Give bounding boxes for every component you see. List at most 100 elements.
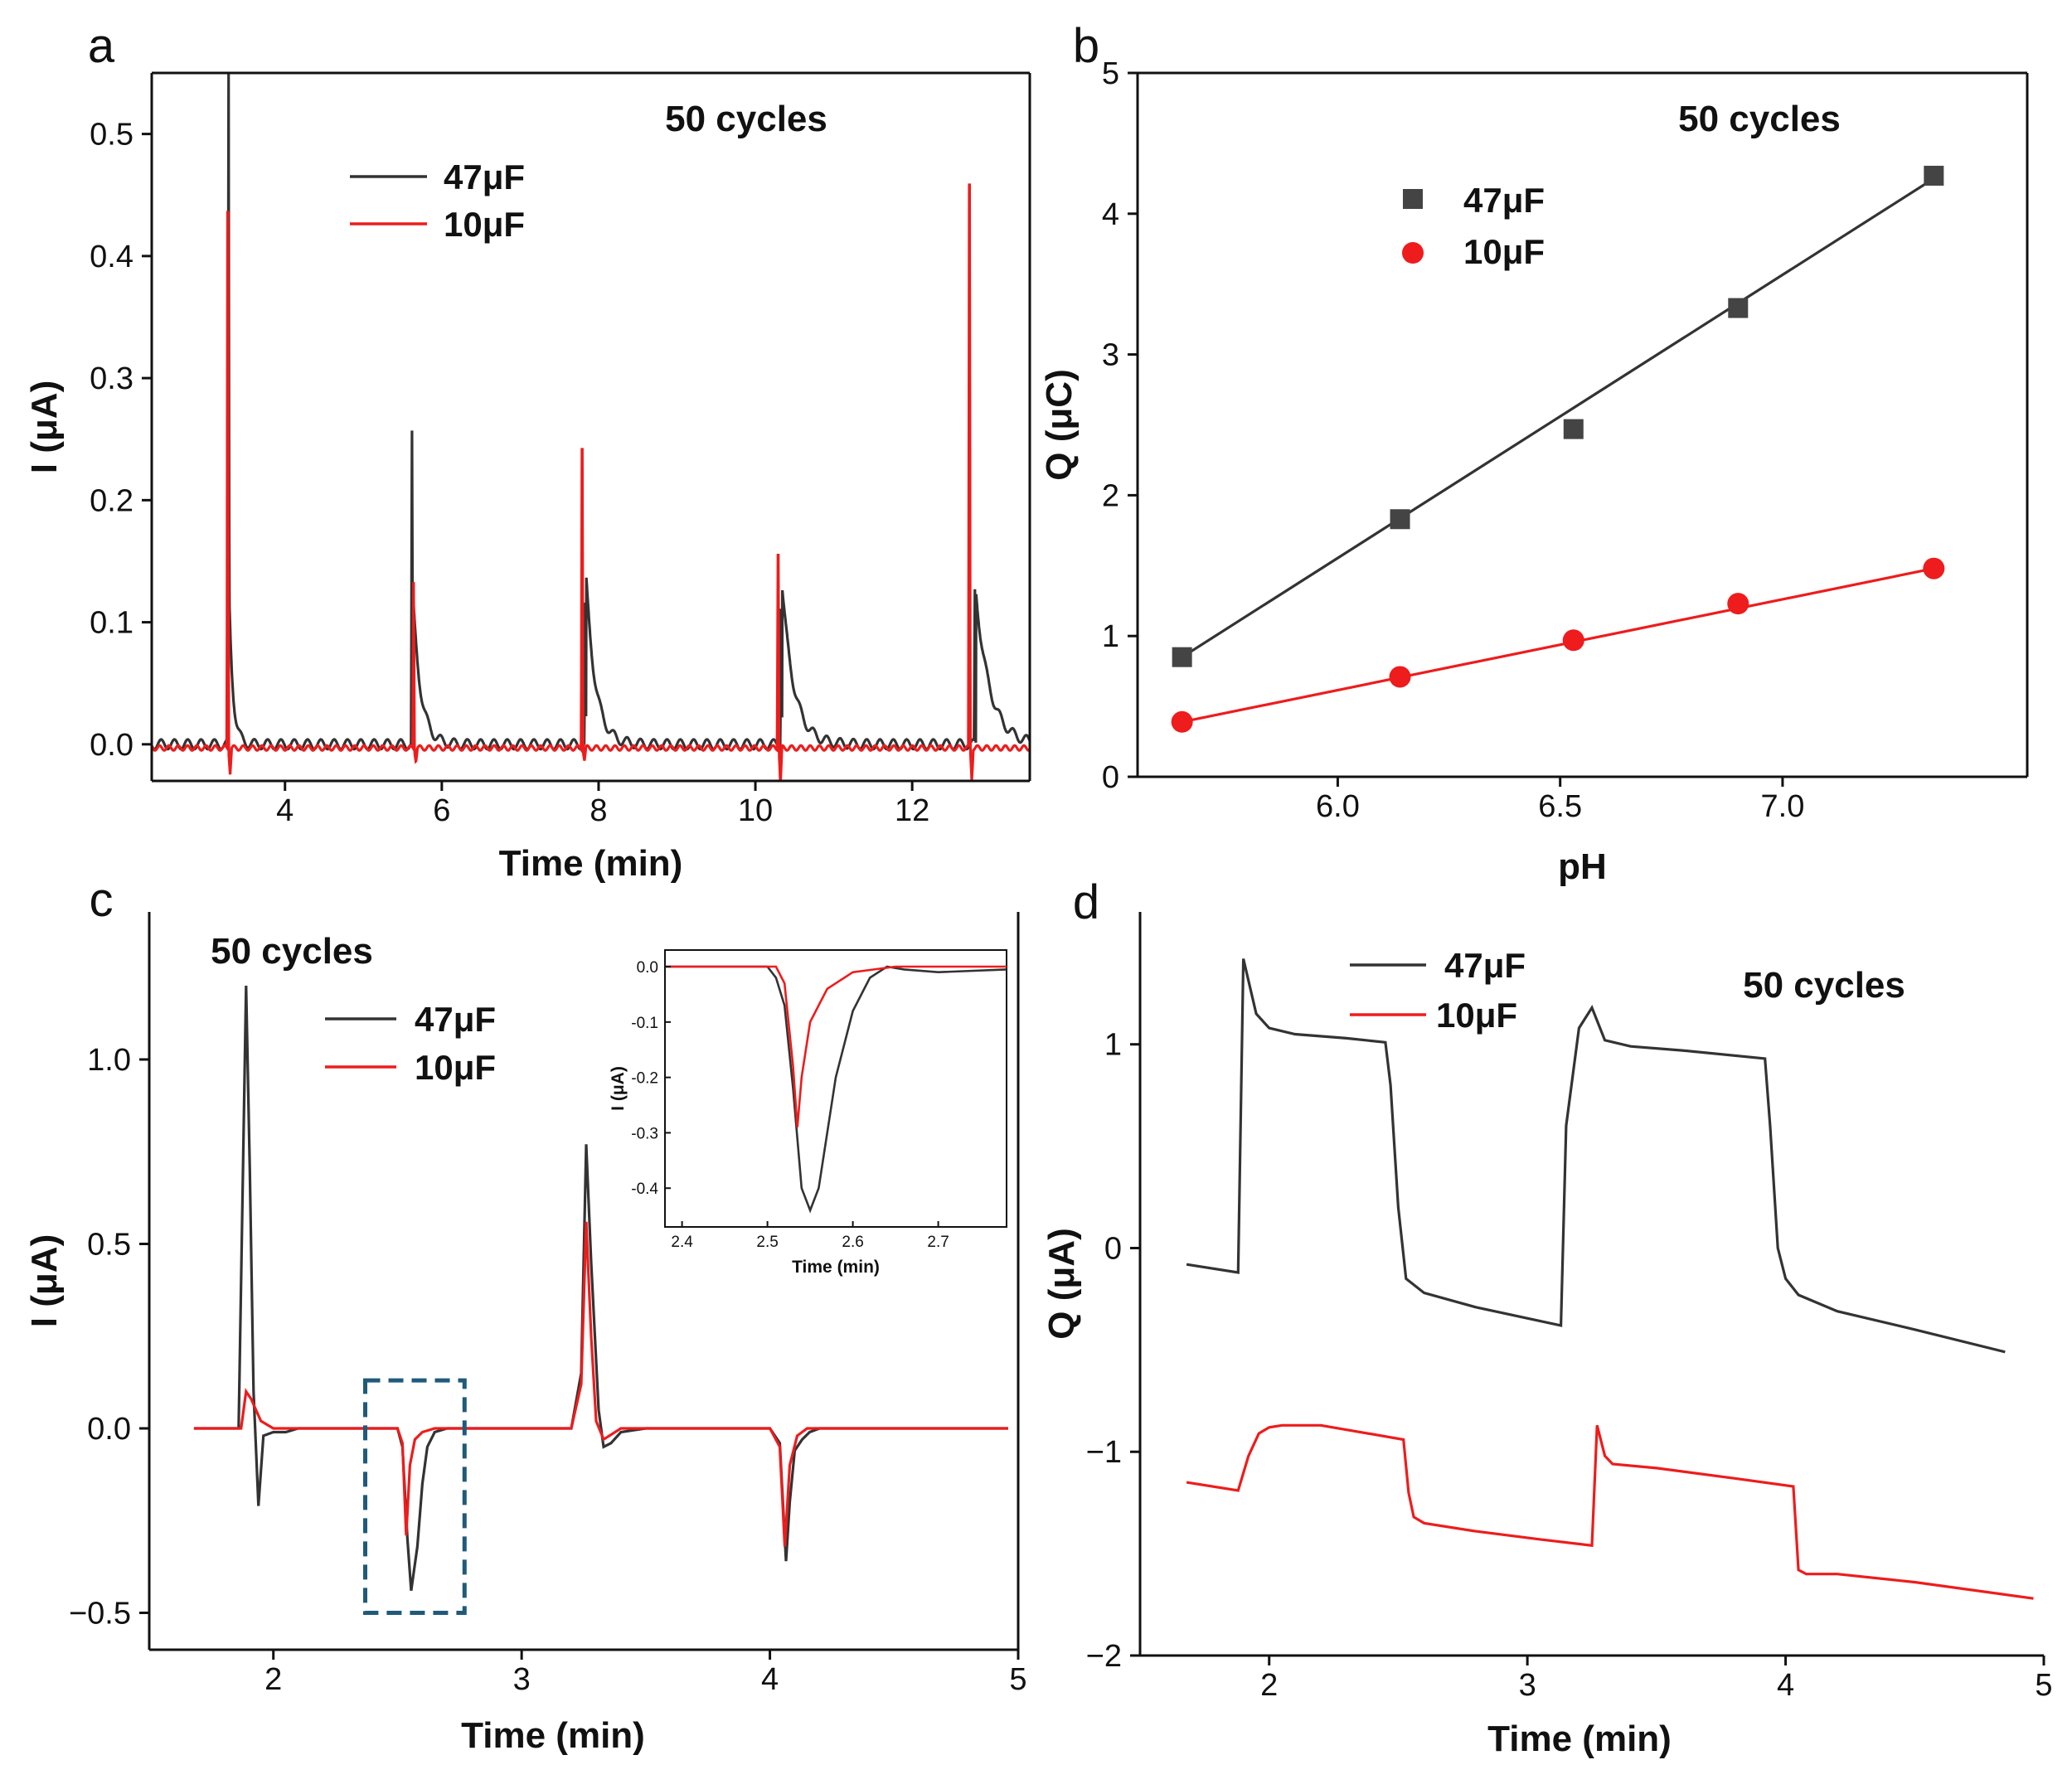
panel-a-ytick-label: 0.3 xyxy=(90,361,133,396)
panel-b-point-10uF xyxy=(1171,710,1193,733)
panel-b-xtick-label: 7.0 xyxy=(1761,789,1805,824)
panel-b-ytick-label: 3 xyxy=(1102,338,1119,373)
panel-d-xtick-label: 2 xyxy=(1260,1668,1278,1703)
panel-d-ytick-label: 1 xyxy=(1104,1028,1122,1063)
panel-b-fit-line-47uF xyxy=(1181,177,1935,659)
panel-b-point-47uF xyxy=(1172,647,1192,667)
panel-c-inset-ytick-label: 0.0 xyxy=(637,959,658,977)
panel-a-series-47uF-line xyxy=(152,73,1030,751)
panel-b-legend-47uF: 47μF xyxy=(1463,181,1545,220)
panel-a-xtick-label: 8 xyxy=(590,793,607,828)
panel-a-annotation: 50 cycles xyxy=(665,99,827,139)
panel-c-inset-ytick-label: -0.1 xyxy=(631,1015,658,1032)
panel-b-ytick-label: 0 xyxy=(1102,760,1119,795)
panel-a-legend-47uF: 47μF xyxy=(444,158,525,196)
panel-b-point-47uF xyxy=(1924,165,1944,186)
panel-b-ylabel: Q (μC) xyxy=(1039,369,1080,480)
panel-c-letter: c xyxy=(90,873,114,927)
panel-b-point-10uF xyxy=(1727,593,1749,615)
panel-a-letter: a xyxy=(88,19,115,73)
panel-c-inset-ytick-label: -0.3 xyxy=(631,1125,658,1142)
panel-c-ytick-label: 0.5 xyxy=(87,1228,131,1263)
panel-b-point-10uF xyxy=(1389,666,1411,688)
panel-b-legend-marker-10uF xyxy=(1402,242,1424,264)
panel-c-xtick-label: 5 xyxy=(1009,1662,1026,1697)
panel-a-frame xyxy=(150,71,1031,783)
panel-c-legend-10uF: 10μF xyxy=(415,1048,496,1087)
panel-b-letter: b xyxy=(1073,19,1099,73)
panel-a-ytick-label: 0.2 xyxy=(90,483,133,518)
panel-b-frame xyxy=(1136,71,2029,778)
panel-c-legend-47uF: 47μF xyxy=(415,1000,496,1039)
panel-c-inset-xtick-label: 2.5 xyxy=(756,1234,778,1251)
panel-a-xtick-label: 10 xyxy=(738,793,773,828)
panel-a-xtick-label: 4 xyxy=(276,793,294,828)
panel-d-legend-10uF: 10μF xyxy=(1436,996,1517,1035)
panel-d-ytick-label: −1 xyxy=(1086,1435,1122,1470)
panel-b-legend-10uF: 10μF xyxy=(1463,232,1545,271)
panel-b: b pH Q (μC) 50 cycles 47μF 10μF xyxy=(1039,19,2029,887)
panel-a-ylabel: I (μA) xyxy=(24,381,65,473)
panel-a-ytick-label: 0.5 xyxy=(90,118,133,153)
panel-c-ylabel: I (μA) xyxy=(24,1234,65,1327)
panel-b-ytick-label: 1 xyxy=(1102,619,1119,654)
panel-b-legend-marker-47uF xyxy=(1403,189,1423,209)
panel-d-legend-47uF: 47μF xyxy=(1444,946,1526,985)
panel-b-xtick-label: 6.5 xyxy=(1538,789,1582,824)
panel-d-frame xyxy=(1138,912,2044,1657)
panel-c-annotation: 50 cycles xyxy=(211,931,373,972)
panel-d-xtick-label: 4 xyxy=(1777,1668,1794,1703)
panel-c-ytick-label: −0.5 xyxy=(69,1597,131,1631)
panel-d-xlabel: Time (min) xyxy=(1487,1719,1672,1759)
panel-a-series-10uF-line xyxy=(152,183,1030,781)
panel-c: c Time (min) I (μA) 50 cycles 47μF 10μF 2.4 2.5… xyxy=(24,873,1020,1756)
panel-a: a Time (min) I (μA) 50 cycles 47μF 10μF xyxy=(24,19,1031,884)
panel-d-ytick-label: −2 xyxy=(1086,1639,1122,1674)
panel-a-xlabel: Time (min) xyxy=(499,843,683,884)
panel-c-ytick-label: 0.0 xyxy=(87,1412,131,1447)
panel-a-xtick-label: 6 xyxy=(433,793,450,828)
panel-b-point-10uF xyxy=(1923,557,1945,579)
panel-b-point-47uF xyxy=(1390,509,1410,530)
panel-c-inset-xlabel: Time (min) xyxy=(792,1258,880,1277)
panel-b-xlabel: pH xyxy=(1558,846,1607,887)
panel-c-inset-frame xyxy=(664,949,1007,1228)
panel-d-annotation: 50 cycles xyxy=(1743,965,1905,1006)
panel-c-inset-series-10uF-line xyxy=(665,965,1007,1127)
panel-b-ytick-label: 5 xyxy=(1102,56,1119,91)
panel-c-inset: 2.4 2.5 2.6 2.7 0.0 -0.1 -0.2 -0.3 -0.4 Time (min… xyxy=(609,949,1007,1277)
panel-d-xtick-label: 3 xyxy=(1519,1668,1536,1703)
panel-a-ytick-label: 0.4 xyxy=(90,240,133,274)
panel-c-inset-ytick-label: -0.2 xyxy=(631,1070,658,1088)
panel-c-ytick-label: 1.0 xyxy=(87,1043,131,1078)
panel-b-fit-line-10uF xyxy=(1182,567,1934,724)
panel-b-ytick-label: 2 xyxy=(1102,478,1119,513)
panel-d: d Time (min) Q (μA) 50 cycles 47μF 10μF xyxy=(1041,875,2044,1759)
panel-b-point-47uF xyxy=(1728,298,1749,318)
panel-c-xlabel: Time (min) xyxy=(461,1715,645,1756)
panel-c-series-10uF-line xyxy=(193,1221,1008,1547)
panel-c-xtick-label: 3 xyxy=(513,1662,531,1697)
panel-c-frame xyxy=(148,912,1020,1651)
panel-c-inset-xtick-label: 2.7 xyxy=(927,1234,949,1251)
panel-b-point-10uF xyxy=(1562,629,1584,652)
panel-a-legend-10uF: 10μF xyxy=(444,205,525,244)
panel-c-inset-ytick-label: -0.4 xyxy=(631,1181,658,1198)
panel-a-xtick-label: 12 xyxy=(895,793,929,828)
panel-c-inset-xtick-label: 2.6 xyxy=(842,1234,863,1251)
panel-c-highlight-box xyxy=(363,1378,467,1616)
panel-d-ylabel: Q (μA) xyxy=(1041,1228,1082,1339)
panel-a-ytick-label: 0.0 xyxy=(90,728,133,763)
panel-a-ytick-label: 0.1 xyxy=(90,606,133,641)
panel-d-letter: d xyxy=(1073,875,1099,929)
panel-d-series-47uF-line xyxy=(1186,958,2006,1354)
panel-d-xtick-label: 5 xyxy=(2035,1668,2052,1703)
panel-c-xtick-label: 2 xyxy=(264,1662,282,1697)
panel-d-ytick-label: 0 xyxy=(1104,1231,1122,1266)
panel-b-point-47uF xyxy=(1563,419,1584,439)
panel-b-annotation: 50 cycles xyxy=(1678,99,1841,139)
panel-b-xtick-label: 6.0 xyxy=(1316,789,1360,824)
panel-b-ytick-label: 4 xyxy=(1102,197,1119,232)
panel-c-inset-xtick-label: 2.4 xyxy=(671,1234,693,1251)
